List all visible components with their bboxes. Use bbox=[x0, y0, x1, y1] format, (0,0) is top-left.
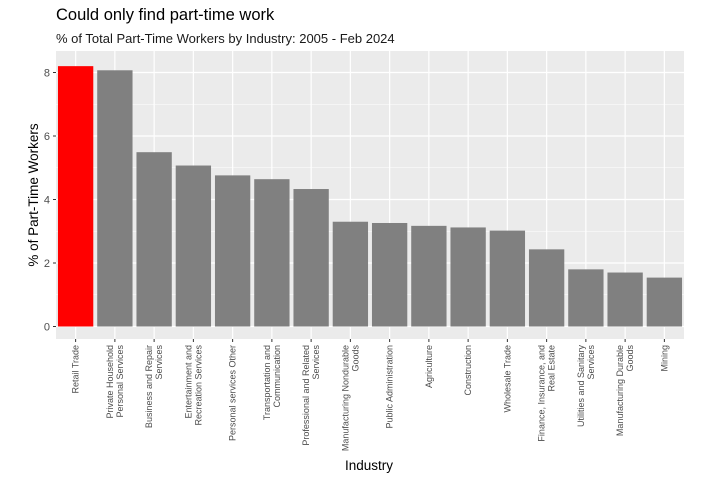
x-tick-label-line: Entertainment and bbox=[183, 345, 193, 419]
y-tick-label: 4 bbox=[44, 195, 50, 207]
bar bbox=[371, 222, 408, 327]
x-tick-label-line: Agriculture bbox=[424, 345, 434, 388]
x-tick-label-line: Professional and Related bbox=[301, 345, 311, 446]
bar bbox=[450, 227, 486, 327]
x-tick-label: Retail Trade bbox=[71, 345, 81, 394]
x-tick-label: Manufacturing Nondurable Goods bbox=[340, 345, 360, 452]
bar bbox=[568, 269, 604, 327]
bar bbox=[57, 66, 94, 327]
bar bbox=[528, 249, 565, 327]
x-tick-label-line: Manufacturing Durable bbox=[615, 345, 625, 436]
bar bbox=[332, 221, 369, 327]
y-axis: 0 2 4 6 8 bbox=[44, 68, 56, 334]
x-tick-label: Public Administration bbox=[385, 345, 395, 429]
x-tick-label: Wholesale Trade bbox=[502, 345, 512, 413]
x-tick-label-line: Real Estate bbox=[547, 345, 557, 392]
x-tick-label-line: Wholesale Trade bbox=[502, 345, 512, 413]
x-tick-label-line: Manufacturing Nondurable bbox=[340, 345, 350, 451]
x-tick-label: Agriculture bbox=[424, 345, 434, 388]
x-tick-label-line: Communication bbox=[272, 345, 282, 408]
x-tick-label-line: Private Household bbox=[105, 345, 115, 419]
x-tick-label-line: Construction bbox=[463, 345, 473, 396]
x-tick-label: Private Household Personal Services bbox=[105, 345, 125, 419]
bar bbox=[293, 189, 329, 327]
x-tick-label: Mining bbox=[659, 345, 669, 372]
x-tick-label-line: Personal Services bbox=[115, 345, 125, 418]
x-tick-label: Transportation and Communication bbox=[262, 345, 282, 420]
x-tick-label: Business and Repair Services bbox=[144, 345, 164, 429]
x-tick-label: Construction bbox=[463, 345, 473, 396]
y-tick-label: 8 bbox=[44, 68, 50, 80]
chart-subtitle: % of Total Part-Time Workers by Industry… bbox=[56, 31, 395, 46]
bars bbox=[57, 66, 683, 327]
x-tick-label-line: Mining bbox=[659, 345, 669, 372]
x-tick-label-line: Retail Trade bbox=[71, 345, 81, 394]
x-tick-label-line: Services bbox=[311, 345, 321, 380]
y-tick-label: 0 bbox=[44, 322, 50, 334]
x-tick-label-line: Personal services Other bbox=[228, 345, 238, 441]
x-tick-label: Professional and Related Services bbox=[301, 345, 321, 446]
x-tick-label-line: Finance, Insurance, and bbox=[537, 345, 547, 442]
x-tick-label-line: Public Administration bbox=[385, 345, 395, 429]
y-tick-label: 2 bbox=[44, 258, 50, 270]
x-tick-label-line: Utilities and Sanitary bbox=[576, 345, 586, 428]
bar bbox=[175, 165, 212, 327]
x-tick-label: Entertainment and Recreation Services bbox=[183, 345, 203, 426]
y-tick-label: 6 bbox=[44, 131, 50, 143]
bar bbox=[607, 272, 643, 327]
x-tick-label-line: Transportation and bbox=[262, 345, 272, 420]
bar bbox=[646, 277, 683, 327]
x-axis-title: Industry bbox=[345, 458, 393, 473]
x-tick-label: Utilities and Sanitary Services bbox=[576, 345, 596, 428]
bar bbox=[136, 152, 172, 327]
x-tick-label-line: Goods bbox=[625, 345, 635, 372]
bar bbox=[97, 70, 133, 327]
x-tick-label: Personal services Other bbox=[228, 345, 238, 441]
x-tick-label: Manufacturing Durable Goods bbox=[615, 345, 635, 437]
x-tick-label-line: Business and Repair bbox=[144, 345, 154, 428]
x-tick-label: Finance, Insurance, and Real Estate bbox=[537, 345, 557, 442]
x-tick-label-line: Recreation Services bbox=[193, 345, 203, 426]
x-tick-label-line: Services bbox=[586, 345, 596, 380]
bar bbox=[254, 179, 290, 327]
bar bbox=[411, 225, 447, 327]
x-tick-label-line: Goods bbox=[350, 345, 360, 372]
chart-title: Could only find part-time work bbox=[56, 6, 275, 24]
bar bbox=[489, 230, 526, 327]
y-axis-title: % of Part-Time Workers bbox=[26, 123, 41, 267]
x-tick-label-line: Services bbox=[154, 345, 164, 380]
x-axis: Retail Trade Private Household Personal Se… bbox=[71, 339, 669, 452]
bar bbox=[214, 175, 251, 327]
